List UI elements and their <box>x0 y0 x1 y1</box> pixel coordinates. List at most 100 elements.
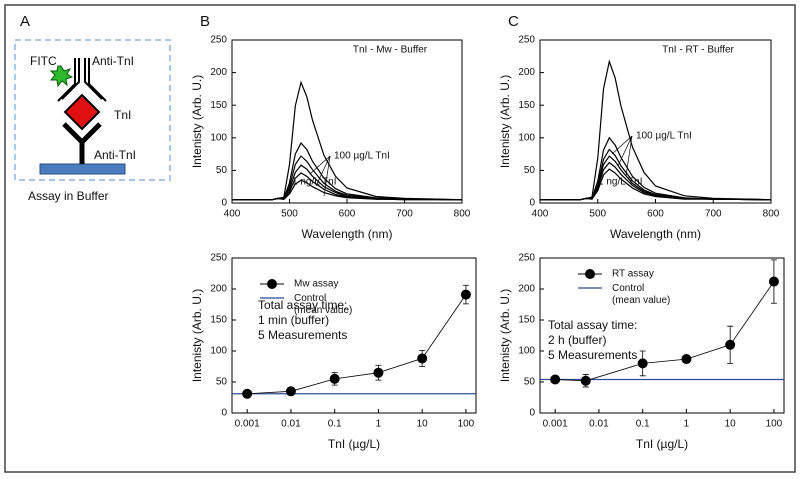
chart-title: TnI - Mw - Buffer <box>353 45 428 56</box>
leader-line <box>309 155 331 175</box>
x-tick-label: 10 <box>725 419 737 430</box>
data-line <box>555 281 775 382</box>
y-tick-label: 0 <box>221 198 227 209</box>
legend-label: Mw assay <box>294 279 338 290</box>
figure-border <box>4 4 796 473</box>
x-tick-label: 0.01 <box>281 419 301 430</box>
x-axis-label: Wavelength (nm) <box>302 227 393 241</box>
legend-label: Control (mean value) <box>612 283 670 306</box>
spectrum-line <box>540 136 772 201</box>
data-point <box>285 386 296 397</box>
detection-antibody <box>57 58 107 102</box>
y-tick-label: 200 <box>210 67 227 78</box>
leader-line <box>625 135 633 177</box>
y-tick-label: 200 <box>518 67 535 78</box>
x-tick-label: 600 <box>647 209 664 220</box>
antibody-text: Anti-TnI <box>92 54 134 68</box>
y-tick-label: 200 <box>518 284 535 295</box>
y-axis-label: Intenisty (Arb. U.) <box>498 289 512 382</box>
y-tick-label: 250 <box>518 253 535 264</box>
assay-box <box>14 39 171 181</box>
spectrum-line <box>232 80 463 201</box>
x-tick-label: 1 <box>376 419 382 430</box>
y-tick-label: 150 <box>518 100 535 111</box>
panel-letter: C <box>508 13 519 30</box>
annotation: 5 Measurements <box>258 328 347 342</box>
x-tick-label: 700 <box>705 209 722 220</box>
chart: 0 50 100 150 200 250 400 500 600 700 800 Wavelength… <box>498 13 780 241</box>
x-tick-label: 500 <box>589 209 606 220</box>
legend-label: Control (mean value) <box>294 293 352 316</box>
spectrum-line <box>540 168 772 201</box>
antigen-text: TnI <box>114 108 131 122</box>
x-tick-label: 0.001 <box>543 419 568 430</box>
data-point <box>768 276 779 287</box>
y-tick-label: 100 <box>518 346 535 357</box>
antibody-text: Anti-TnI <box>94 148 136 162</box>
chart-title: TnI - RT - Buffer <box>662 45 734 56</box>
data-line <box>247 294 467 395</box>
spectrum-line <box>540 148 772 201</box>
chart: 0 50 100 150 200 250 400 500 600 700 800 Wavelength… <box>190 13 471 241</box>
x-tick-label: 10 <box>417 419 429 430</box>
y-tick-label: 250 <box>210 253 227 264</box>
panel-letter: A <box>20 13 30 30</box>
chart: 0 50 100 150 200 250 0.001 0.01 0.1 1 10 100 TnI (µg… <box>498 253 785 451</box>
x-axis-label: TnI (µg/L) <box>636 437 688 451</box>
x-tick-label: 100 <box>766 419 783 430</box>
y-tick-label: 50 <box>524 165 536 176</box>
x-tick-label: 0.1 <box>636 419 650 430</box>
chart: 0 50 100 150 200 250 0.001 0.01 0.1 1 10 100 TnI (µg… <box>190 253 477 451</box>
y-axis-label: Intenisty (Arb. U.) <box>190 289 204 382</box>
y-tick-label: 100 <box>210 132 227 143</box>
y-tick-label: 50 <box>216 377 228 388</box>
leader-line <box>611 135 633 155</box>
plot-frame <box>539 257 785 414</box>
data-point <box>417 353 428 364</box>
x-axis-label: TnI (µg/L) <box>328 437 380 451</box>
data-point <box>550 374 561 385</box>
plot-frame <box>231 257 477 414</box>
legend-marker <box>267 279 277 289</box>
y-tick-label: 250 <box>518 35 535 46</box>
x-tick-label: 0.001 <box>235 419 260 430</box>
annotation: Total assay time: <box>258 298 347 312</box>
spectrum-line <box>232 179 462 201</box>
data-point <box>460 289 471 300</box>
spectrum-line <box>232 164 463 201</box>
leader-line <box>315 155 331 187</box>
capture-antibody <box>62 122 102 164</box>
y-tick-label: 100 <box>210 346 227 357</box>
annotation: 100 µg/L TnI <box>636 131 692 142</box>
y-axis-label: Intenisty (Arb. U.) <box>498 75 512 168</box>
y-tick-label: 100 <box>518 132 535 143</box>
surface <box>39 163 126 175</box>
fitc-text: FITC <box>30 54 57 68</box>
x-tick-label: 400 <box>532 209 549 220</box>
x-tick-label: 1 <box>684 419 690 430</box>
data-point <box>329 373 340 384</box>
y-tick-label: 0 <box>529 408 535 419</box>
leader-line <box>617 135 633 167</box>
leader-line <box>323 155 331 197</box>
x-tick-label: 400 <box>224 209 241 220</box>
plot-frame <box>539 39 772 204</box>
fitc-label <box>49 65 74 88</box>
y-tick-label: 150 <box>210 100 227 111</box>
panel-letter: B <box>200 13 210 30</box>
x-axis-label: Wavelength (nm) <box>610 227 701 241</box>
x-tick-label: 800 <box>763 209 780 220</box>
y-axis-label: Intenisty (Arb. U.) <box>190 75 204 168</box>
spectrum-line <box>232 155 463 201</box>
y-tick-label: 0 <box>529 198 535 209</box>
y-tick-label: 250 <box>210 35 227 46</box>
y-tick-label: 150 <box>518 315 535 326</box>
data-point <box>373 367 384 378</box>
x-tick-label: 500 <box>281 209 298 220</box>
x-tick-label: 0.01 <box>589 419 609 430</box>
legend-label: RT assay <box>612 269 654 280</box>
y-tick-label: 50 <box>524 377 536 388</box>
plot-frame <box>231 39 463 204</box>
annotation: Total assay time: <box>548 318 637 332</box>
